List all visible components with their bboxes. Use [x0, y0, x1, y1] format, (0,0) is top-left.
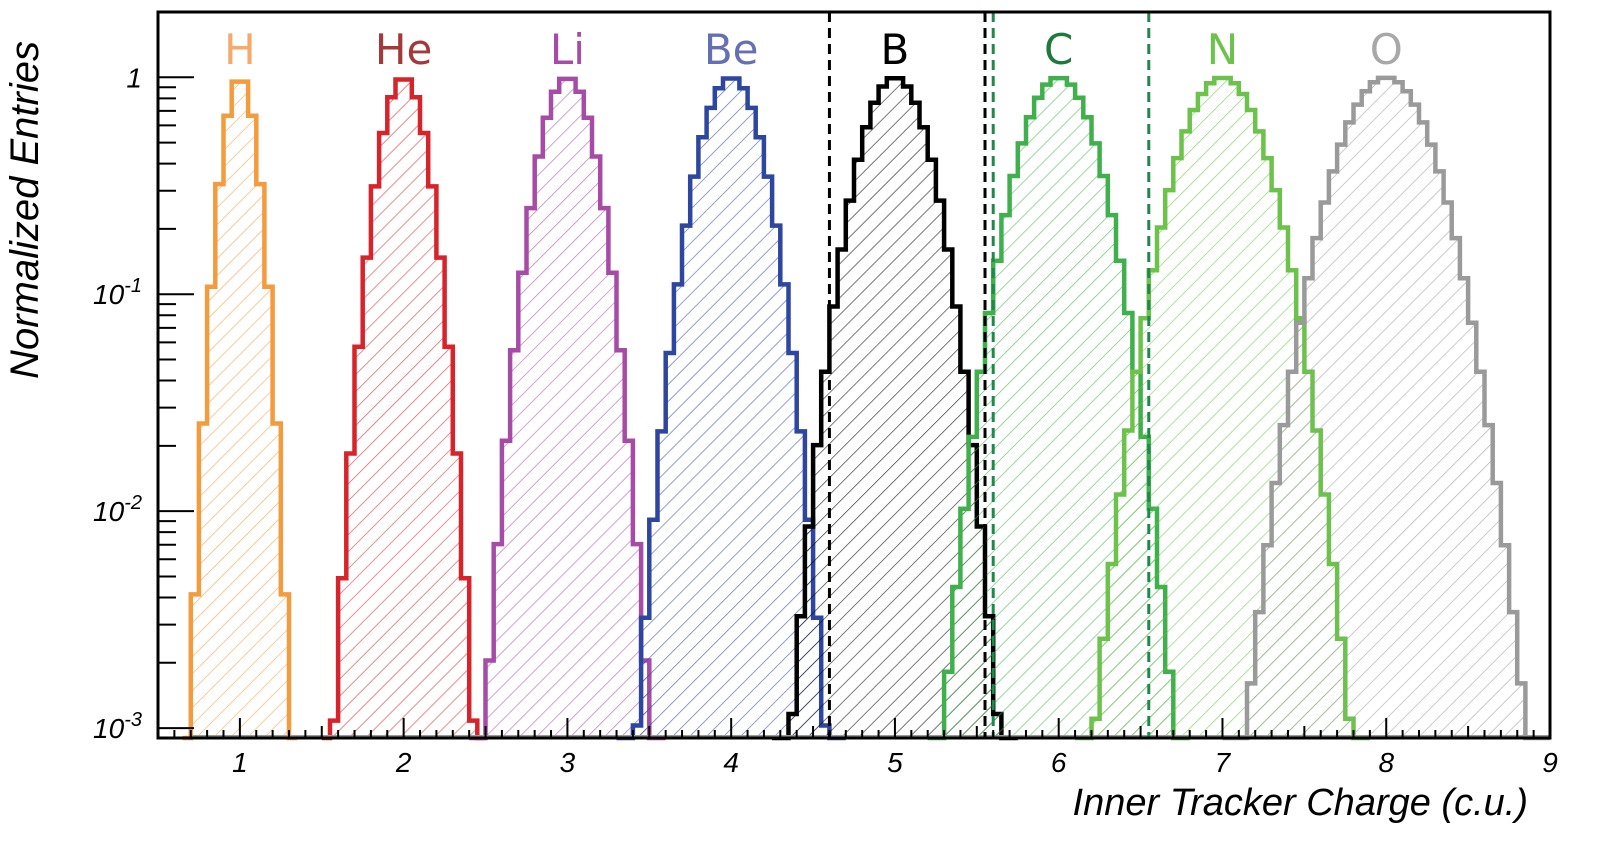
x-tick-label: 2: [395, 747, 412, 778]
y-axis-label: Normalized Entries: [3, 41, 47, 379]
series-fill-b: [772, 78, 1018, 739]
series-outline-o: [1222, 75, 1550, 741]
axes-layer: 1 2 3 4 5 6 7 8 9 1 10-1 10-2 10-3: [93, 10, 1558, 778]
x-tick-label: 1: [232, 747, 248, 778]
y-tick-label: 10-2: [93, 492, 142, 527]
particle-label-li: Li: [550, 25, 585, 74]
series-fill-he: [321, 79, 486, 738]
series-fill-h: [182, 81, 298, 739]
x-tick-label: 5: [887, 747, 903, 778]
x-tick-label: 7: [1215, 747, 1232, 778]
series-be: [616, 76, 846, 741]
y-tick-label: 10-3: [93, 709, 142, 744]
particle-label-o: O: [1370, 25, 1403, 74]
x-tick-label: 8: [1378, 747, 1394, 778]
series-fill-li: [469, 78, 666, 738]
cut-lines-layer: [827, 12, 1151, 738]
particle-labels-layer: H He Li Be B C N O: [224, 25, 1403, 74]
series-fill-o: [1222, 77, 1550, 738]
series-fill-be: [616, 78, 846, 738]
particle-label-he: He: [375, 25, 432, 74]
x-tick-label: 3: [560, 747, 576, 778]
series-o: [1222, 75, 1550, 741]
x-axis-label: Inner Tracker Charge (c.u.): [1073, 782, 1528, 824]
series-he: [321, 77, 486, 741]
y-tick-label: 10-1: [93, 275, 142, 310]
x-tick-label: 6: [1051, 747, 1067, 778]
plot-frame: [156, 10, 1552, 740]
particle-label-h: H: [224, 25, 256, 74]
x-tick-label: 4: [723, 747, 739, 778]
series-outline-he: [321, 77, 486, 741]
y-tick-label: 1: [126, 62, 142, 93]
particle-label-n: N: [1207, 25, 1238, 74]
series-layer: [182, 75, 1550, 741]
x-tick-label: 9: [1542, 747, 1558, 778]
series-li: [469, 76, 666, 741]
particle-label-c: C: [1044, 25, 1073, 74]
series-outline-li: [469, 76, 666, 741]
series-outline-be: [616, 76, 846, 741]
particle-label-be: Be: [704, 25, 759, 74]
particle-label-b: B: [881, 25, 910, 74]
series-h: [182, 79, 298, 741]
series-outline-h: [182, 79, 298, 741]
